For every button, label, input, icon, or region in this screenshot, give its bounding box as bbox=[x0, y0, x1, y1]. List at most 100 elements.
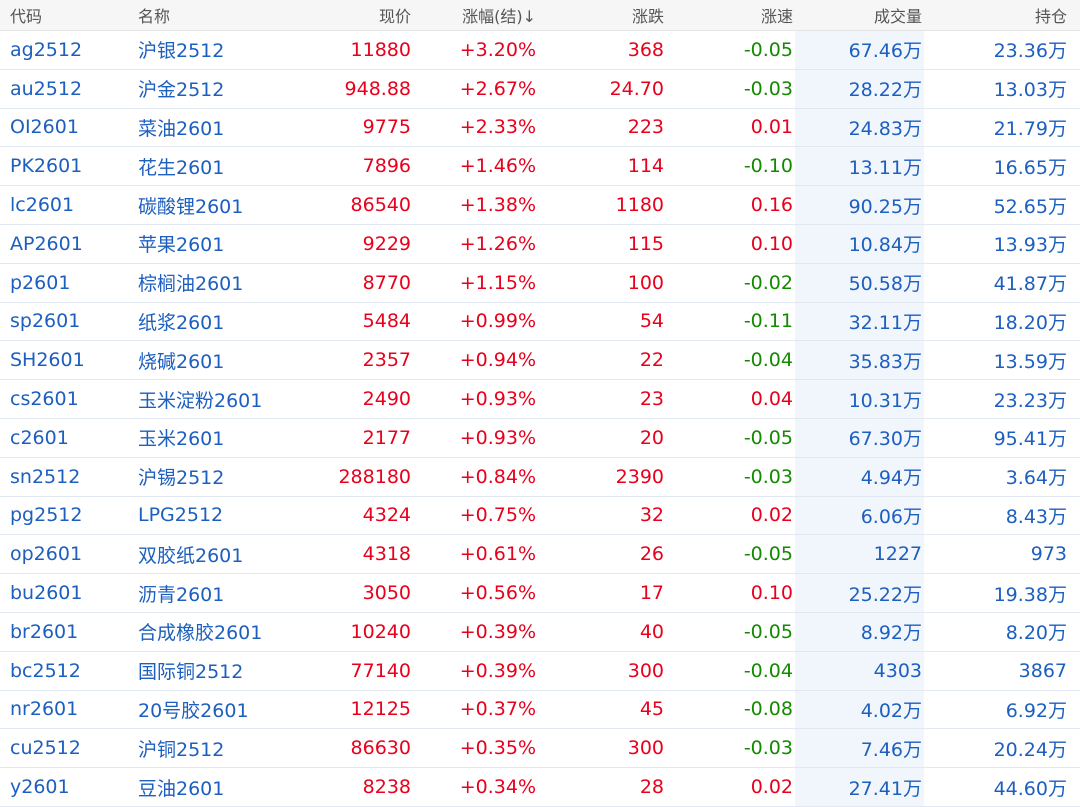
volume-value: 13.11万 bbox=[848, 156, 922, 179]
open-interest-cell: 13.03万 bbox=[993, 79, 1067, 102]
open-interest-cell: 23.23万 bbox=[993, 389, 1067, 412]
code-cell: AP2601 bbox=[10, 232, 83, 255]
header-open-interest[interactable]: 持仓 bbox=[1034, 7, 1067, 26]
table-row[interactable]: pg2512 LPG2512 4324 +0.75% 32 0.02 6.06万 8.43万 bbox=[0, 496, 1080, 536]
code-cell: lc2601 bbox=[10, 194, 75, 217]
header-change[interactable]: 涨跌 bbox=[631, 7, 664, 26]
code-cell: ag2512 bbox=[10, 38, 83, 61]
code-cell: au2512 bbox=[10, 77, 83, 100]
speed-cell: 0.02 bbox=[750, 776, 793, 799]
table-row[interactable]: OI2601 菜油2601 9775 +2.33% 223 0.01 24.83万 21.79… bbox=[0, 108, 1080, 148]
open-interest-cell: 16.65万 bbox=[993, 156, 1067, 179]
pct-cell: +0.39% bbox=[459, 620, 536, 643]
table-row[interactable]: SH2601 烧碱2601 2357 +0.94% 22 -0.04 35.83万 13.59… bbox=[0, 341, 1080, 381]
table-row[interactable]: sp2601 纸浆2601 5484 +0.99% 54 -0.11 32.11万 18.20… bbox=[0, 302, 1080, 342]
table-row[interactable]: c2601 玉米2601 2177 +0.93% 20 -0.05 67.30万 95.41万 bbox=[0, 418, 1080, 458]
price-cell: 9229 bbox=[362, 232, 411, 255]
speed-cell: -0.08 bbox=[743, 698, 793, 721]
header-speed[interactable]: 涨速 bbox=[760, 7, 793, 26]
speed-cell: -0.03 bbox=[743, 77, 793, 100]
pct-cell: +0.39% bbox=[459, 659, 536, 682]
speed-cell: 0.01 bbox=[750, 116, 793, 139]
price-cell: 4318 bbox=[362, 543, 411, 566]
table-row[interactable]: br2601 合成橡胶2601 10240 +0.39% 40 -0.05 8.92万 8.2… bbox=[0, 612, 1080, 652]
table-row[interactable]: cu2512 沪铜2512 86630 +0.35% 300 -0.03 7.46万 20.2… bbox=[0, 729, 1080, 769]
change-cell: 1180 bbox=[615, 194, 664, 217]
price-cell: 3050 bbox=[362, 582, 411, 605]
open-interest-cell: 95.41万 bbox=[993, 428, 1067, 451]
code-cell: br2601 bbox=[10, 620, 79, 643]
change-cell: 300 bbox=[627, 737, 664, 760]
volume-cell: 28.22万 bbox=[795, 69, 924, 108]
volume-value: 67.30万 bbox=[848, 428, 922, 451]
price-cell: 10240 bbox=[350, 620, 411, 643]
table-row[interactable]: bc2512 国际铜2512 77140 +0.39% 300 -0.04 4303 3867 bbox=[0, 651, 1080, 691]
code-cell: sn2512 bbox=[10, 465, 81, 488]
code-cell: nr2601 bbox=[10, 698, 79, 721]
speed-cell: -0.05 bbox=[743, 543, 793, 566]
name-cell: 国际铜2512 bbox=[138, 661, 244, 684]
price-cell: 288180 bbox=[338, 465, 411, 488]
open-interest-cell: 41.87万 bbox=[993, 273, 1067, 296]
table-body: ag2512 沪银2512 11880 +3.20% 368 -0.05 67.46万 23.… bbox=[0, 31, 1080, 807]
volume-cell: 1227 bbox=[795, 535, 924, 574]
code-cell: y2601 bbox=[10, 776, 70, 799]
table-row[interactable]: AP2601 苹果2601 9229 +1.26% 115 0.10 10.84万 13.93… bbox=[0, 224, 1080, 264]
table-row[interactable]: lc2601 碳酸锂2601 86540 +1.38% 1180 0.16 90.25万 52… bbox=[0, 186, 1080, 225]
header-code[interactable]: 代码 bbox=[10, 7, 43, 26]
pct-cell: +0.75% bbox=[459, 504, 536, 527]
header-volume[interactable]: 成交量 bbox=[873, 7, 922, 26]
table-row[interactable]: cs2601 玉米淀粉2601 2490 +0.93% 23 0.04 10.31万 23.2… bbox=[0, 380, 1080, 419]
volume-value: 32.11万 bbox=[848, 311, 922, 334]
pct-cell: +0.34% bbox=[459, 776, 536, 799]
volume-value: 67.46万 bbox=[848, 40, 922, 63]
volume-value: 4303 bbox=[873, 659, 922, 682]
price-cell: 8238 bbox=[362, 776, 411, 799]
pct-cell: +2.33% bbox=[459, 116, 536, 139]
pct-cell: +1.15% bbox=[459, 271, 536, 294]
price-cell: 9775 bbox=[362, 116, 411, 139]
pct-cell: +1.46% bbox=[459, 155, 536, 178]
table-row[interactable]: nr2601 20号胶2601 12125 +0.37% 45 -0.08 4.02万 6.9… bbox=[0, 690, 1080, 730]
name-cell: 纸浆2601 bbox=[138, 311, 225, 334]
pct-cell: +0.61% bbox=[459, 543, 536, 566]
change-cell: 114 bbox=[627, 155, 664, 178]
table-row[interactable]: y2601 豆油2601 8238 +0.34% 28 0.02 27.41万 44.60万 bbox=[0, 768, 1080, 807]
volume-cell: 7.46万 bbox=[795, 729, 924, 768]
pct-cell: +0.35% bbox=[459, 737, 536, 760]
header-pct-sorted[interactable]: 涨幅(结)↓ bbox=[462, 7, 536, 26]
change-cell: 17 bbox=[639, 582, 664, 605]
header-price[interactable]: 现价 bbox=[378, 7, 411, 26]
open-interest-cell: 13.59万 bbox=[993, 350, 1067, 373]
change-cell: 23 bbox=[639, 388, 664, 411]
open-interest-cell: 21.79万 bbox=[993, 117, 1067, 140]
code-cell: PK2601 bbox=[10, 155, 83, 178]
change-cell: 300 bbox=[627, 659, 664, 682]
quote-table: 代码 名称 现价 涨幅(结)↓ 涨跌 涨速 成交量 持仓 ag2512 沪银251… bbox=[0, 7, 1080, 807]
header-name[interactable]: 名称 bbox=[138, 7, 171, 26]
table-row[interactable]: p2601 棕榈油2601 8770 +1.15% 100 -0.02 50.58万 41.8… bbox=[0, 263, 1080, 303]
table-row[interactable]: sn2512 沪锡2512 288180 +0.84% 2390 -0.03 4.94万 3.… bbox=[0, 457, 1080, 497]
table-row[interactable]: PK2601 花生2601 7896 +1.46% 114 -0.10 13.11万 16.6… bbox=[0, 147, 1080, 187]
volume-cell: 50.58万 bbox=[795, 263, 924, 302]
name-cell: 合成橡胶2601 bbox=[138, 622, 263, 645]
change-cell: 20 bbox=[639, 426, 664, 449]
volume-cell: 35.83万 bbox=[795, 341, 924, 380]
volume-value: 24.83万 bbox=[848, 117, 922, 140]
price-cell: 948.88 bbox=[344, 77, 411, 100]
speed-cell: -0.04 bbox=[743, 349, 793, 372]
change-cell: 223 bbox=[627, 116, 664, 139]
table-row[interactable]: ag2512 沪银2512 11880 +3.20% 368 -0.05 67.46万 23.… bbox=[0, 31, 1080, 70]
volume-value: 4.94万 bbox=[860, 467, 922, 490]
volume-value: 8.92万 bbox=[860, 622, 922, 645]
change-cell: 115 bbox=[627, 232, 664, 255]
table-row[interactable]: op2601 双胶纸2601 4318 +0.61% 26 -0.05 1227 973 bbox=[0, 535, 1080, 575]
open-interest-cell: 3867 bbox=[1018, 659, 1067, 682]
open-interest-cell: 23.36万 bbox=[993, 40, 1067, 63]
name-cell: 碳酸锂2601 bbox=[138, 195, 244, 218]
volume-value: 6.06万 bbox=[860, 505, 922, 528]
price-cell: 86540 bbox=[350, 194, 411, 217]
table-row[interactable]: bu2601 沥青2601 3050 +0.56% 17 0.10 25.22万 19.38万 bbox=[0, 574, 1080, 613]
table-row[interactable]: au2512 沪金2512 948.88 +2.67% 24.70 -0.03 28.22万… bbox=[0, 69, 1080, 109]
volume-cell: 27.41万 bbox=[795, 768, 924, 806]
